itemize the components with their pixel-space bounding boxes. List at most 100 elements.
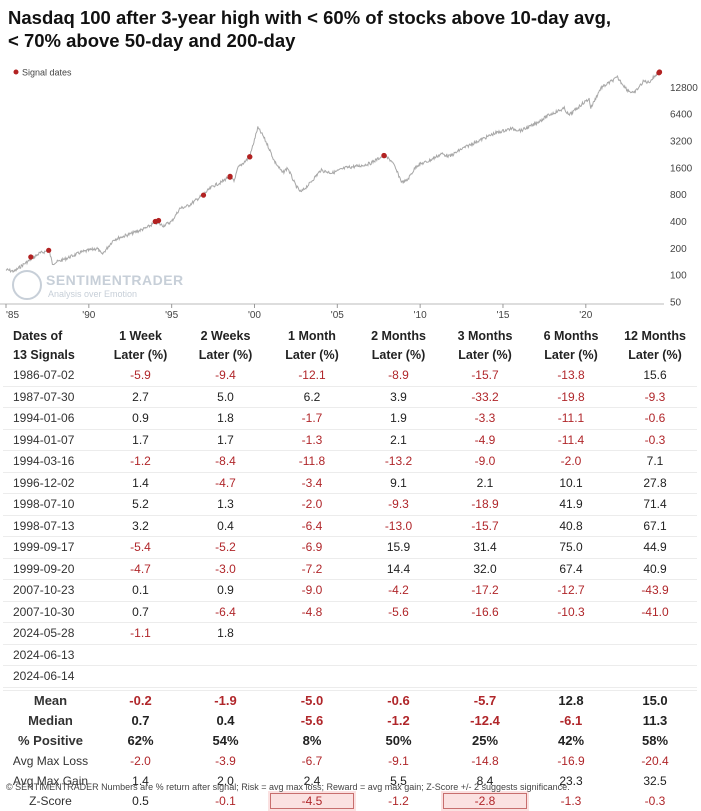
row-label: 1999-09-20 xyxy=(3,558,98,580)
table-cell: 15.0 xyxy=(642,693,668,708)
column-header: 3 Months xyxy=(457,329,513,343)
table-cell: 8% xyxy=(302,733,322,748)
table-cell: -12.4 xyxy=(470,713,500,728)
table-cell: -2.0 xyxy=(529,450,613,473)
table-cell xyxy=(613,644,697,666)
table-cell: 67.1 xyxy=(613,515,697,537)
table-cell: -1.3 xyxy=(560,793,582,808)
table-cell: 0.9 xyxy=(98,407,183,430)
table-cell: -4.7 xyxy=(98,558,183,580)
legend-signal-marker xyxy=(13,69,19,75)
table-cell xyxy=(268,665,356,688)
table-separator xyxy=(3,686,697,691)
table-row: 1986-07-02 -5.9 -9.4 -12.1 -8.9 -15.7 -13.8 15.… xyxy=(3,365,697,387)
column-header: Dates of xyxy=(13,329,63,343)
table-cell: -15.7 xyxy=(441,515,529,537)
table-cell: -0.3 xyxy=(644,793,666,808)
table-cell: -0.6 xyxy=(387,693,410,708)
signal-point xyxy=(46,247,52,253)
table-cell: -6.9 xyxy=(268,536,356,559)
separator-cell xyxy=(3,686,697,691)
table-cell: 50% xyxy=(385,733,412,748)
table-cell: -16.6 xyxy=(441,601,529,623)
row-label: 2007-10-30 xyxy=(3,601,98,623)
row-label: Avg Max Loss xyxy=(12,753,89,768)
table-cell: -0.1 xyxy=(215,793,236,808)
table-cell: -43.9 xyxy=(613,579,697,602)
table-cell: 58% xyxy=(641,733,669,748)
table-cell: 2.4 xyxy=(303,773,321,788)
table-cell: 75.0 xyxy=(529,536,613,559)
table-row: 1998-07-10 5.2 1.3 -2.0 -9.3 -18.9 41.9 71.4 xyxy=(3,493,697,516)
legend: Signal dates xyxy=(13,68,72,78)
table-cell: 8.4 xyxy=(476,773,494,788)
table-cell xyxy=(356,665,441,688)
y-tick-label: 50 xyxy=(670,298,682,309)
table-cell: -5.9 xyxy=(98,365,183,387)
table-cell xyxy=(613,665,697,688)
table-cell: 44.9 xyxy=(613,536,697,559)
table-row: 1994-01-07 1.7 1.7 -1.3 2.1 -4.9 -11.4 -0.3 xyxy=(3,429,697,451)
row-label: 1986-07-02 xyxy=(3,365,98,387)
signal-point xyxy=(381,153,387,159)
table-cell: -9.3 xyxy=(613,386,697,408)
column-header: 6 Months xyxy=(543,329,599,343)
table-cell: -16.9 xyxy=(557,753,585,768)
table-row: 2024-06-14 xyxy=(3,665,697,688)
summary-row: % Positive 62% 54% 8% 50% 25% 42% 58% xyxy=(3,731,697,751)
table-cell xyxy=(529,665,613,688)
table-cell: 1.9 xyxy=(356,407,441,430)
table-cell: -12.7 xyxy=(529,579,613,602)
table-row: 2007-10-23 0.1 0.9 -9.0 -4.2 -17.2 -12.7 -43.9 xyxy=(3,579,697,602)
column-header-sub: Later (%) xyxy=(371,348,426,362)
table-cell: 0.9 xyxy=(183,579,268,602)
table-cell: 0.7 xyxy=(131,713,150,728)
x-tick-label: '05 xyxy=(331,310,344,321)
table-row: 2007-10-30 0.7 -6.4 -4.8 -5.6 -16.6 -10.3 -41.0 xyxy=(3,601,697,623)
watermark-tagline: Analysis over Emotion xyxy=(48,289,138,299)
table-row: 1998-07-13 3.2 0.4 -6.4 -13.0 -15.7 40.8 67.1 xyxy=(3,515,697,537)
table-cell: 7.1 xyxy=(613,450,697,473)
signal-point xyxy=(656,69,663,75)
table-cell: -3.4 xyxy=(268,472,356,494)
column-header-sub: Later (%) xyxy=(458,348,512,362)
table-cell: 2.1 xyxy=(441,472,529,494)
table-cell: 32.0 xyxy=(441,558,529,580)
row-label: 2007-10-23 xyxy=(3,579,98,602)
x-tick-label: '10 xyxy=(414,310,427,321)
table-cell: -3.3 xyxy=(441,407,529,430)
table-cell: 11.3 xyxy=(642,713,668,728)
table-cell: -2.0 xyxy=(268,493,356,516)
risk-reward-row: Avg Max Gain 1.4 2.0 2.4 5.5 8.4 23.3 32.5 xyxy=(3,771,697,791)
table-cell: 9.1 xyxy=(356,472,441,494)
table-cell: -1.3 xyxy=(268,429,356,451)
table-cell: 1.7 xyxy=(183,429,268,451)
table-cell: 62% xyxy=(127,733,154,748)
table-row: 1999-09-20 -4.7 -3.0 -7.2 14.4 32.0 67.4 40.9 xyxy=(3,558,697,580)
table-row: 1994-01-06 0.9 1.8 -1.7 1.9 -3.3 -11.1 -0.6 xyxy=(3,407,697,430)
table-cell: 5.2 xyxy=(98,493,183,516)
table-cell xyxy=(529,622,613,645)
signal-stats-table: Dates of 1 Week 2 Weeks 1 Month 2 Months 3 Mo… xyxy=(3,327,697,811)
table-cell: 2.0 xyxy=(217,773,234,788)
table-cell: 0.1 xyxy=(98,579,183,602)
table-row: 2024-06-13 xyxy=(3,644,697,666)
table-cell: -9.3 xyxy=(356,493,441,516)
table-cell: 0.5 xyxy=(132,793,149,808)
x-axis: '85 '90 '95 '00 '05 '10 '15 '20 xyxy=(0,303,664,321)
y-tick-label: 6400 xyxy=(670,110,693,121)
row-label: Mean xyxy=(33,693,68,708)
signal-point xyxy=(28,254,34,260)
table-cell: -20.4 xyxy=(641,753,669,768)
table-cell: -1.7 xyxy=(268,407,356,430)
signal-point xyxy=(247,154,253,160)
table-cell: 1.8 xyxy=(183,622,268,645)
table-cell: -2.8 xyxy=(441,790,529,811)
watermark-brand: SENTIMENTRADER xyxy=(46,272,184,288)
table-cell: 54% xyxy=(212,733,239,748)
x-tick-label: '15 xyxy=(496,310,509,321)
row-label: 1987-07-30 xyxy=(3,386,98,408)
row-label: % Positive xyxy=(17,733,84,748)
row-label: 1994-01-06 xyxy=(3,407,98,430)
table-cell: -15.7 xyxy=(441,365,529,387)
